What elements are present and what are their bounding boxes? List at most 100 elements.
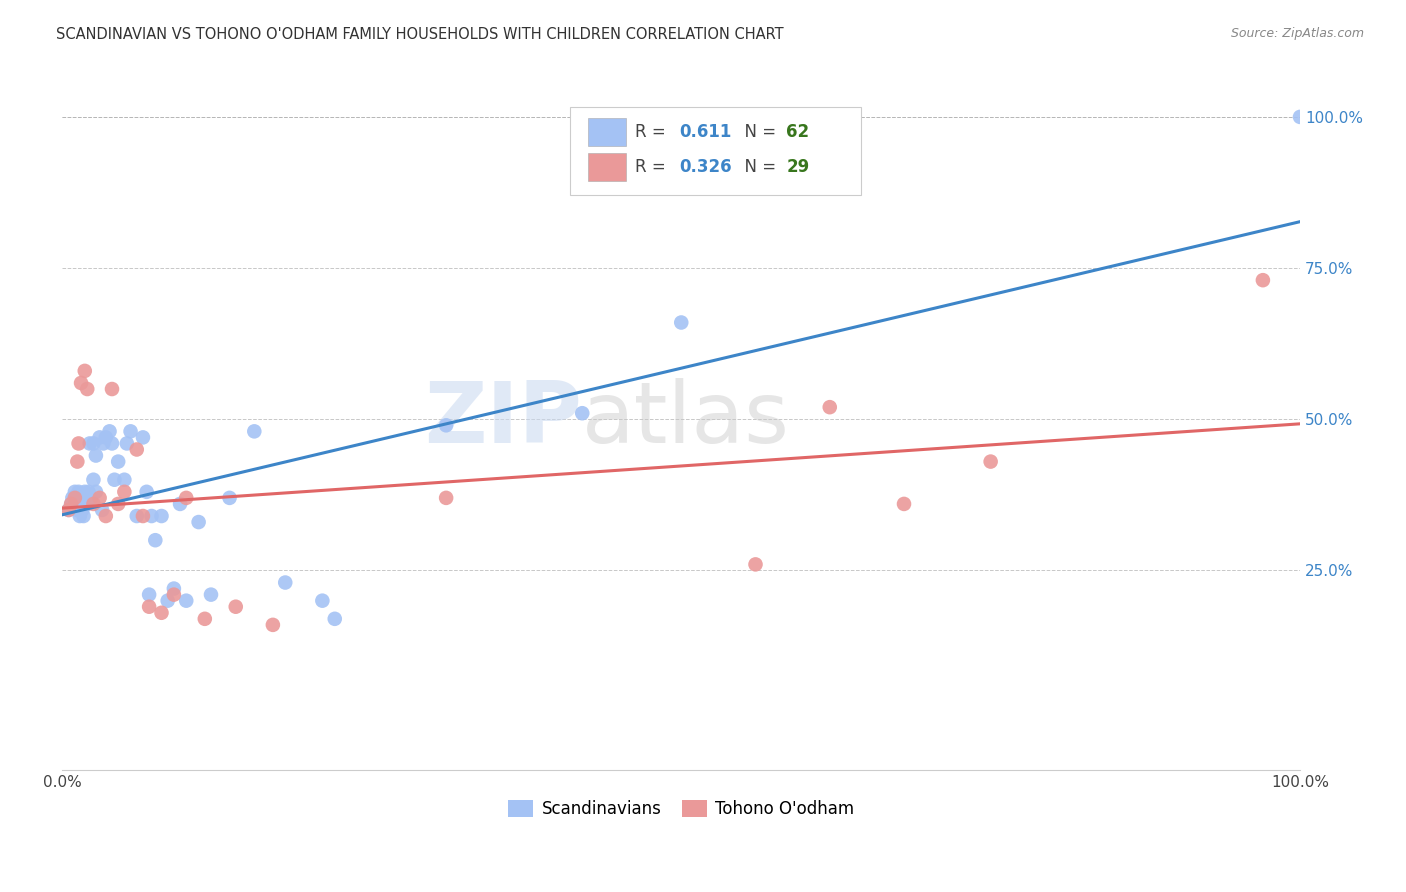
FancyBboxPatch shape	[569, 107, 860, 194]
Point	[94, 508, 117, 523]
Point	[893, 497, 915, 511]
Point	[262, 618, 284, 632]
Point	[84, 449, 107, 463]
Text: Source: ZipAtlas.com: Source: ZipAtlas.com	[1230, 27, 1364, 40]
Point	[76, 382, 98, 396]
Point	[243, 425, 266, 439]
Point	[67, 436, 90, 450]
Point	[63, 491, 86, 505]
Point	[744, 558, 766, 572]
Point	[103, 473, 125, 487]
Point	[84, 484, 107, 499]
Point	[67, 484, 90, 499]
Point	[101, 382, 124, 396]
Point	[132, 430, 155, 444]
Point	[323, 612, 346, 626]
Point	[101, 436, 124, 450]
Point	[91, 436, 114, 450]
Point	[274, 575, 297, 590]
Point	[571, 406, 593, 420]
Point	[169, 497, 191, 511]
Point	[138, 599, 160, 614]
Point	[77, 484, 100, 499]
Point	[1251, 273, 1274, 287]
Point	[66, 503, 89, 517]
Point	[187, 515, 209, 529]
Point	[70, 497, 93, 511]
Text: R =: R =	[636, 123, 672, 141]
Point	[79, 436, 101, 450]
Point	[112, 484, 135, 499]
Point	[63, 491, 86, 505]
Text: 62: 62	[786, 123, 810, 141]
Point	[76, 497, 98, 511]
FancyBboxPatch shape	[589, 153, 626, 181]
Point	[980, 454, 1002, 468]
Point	[62, 497, 84, 511]
Point	[434, 418, 457, 433]
Point	[82, 436, 104, 450]
Text: N =: N =	[734, 123, 782, 141]
Point	[200, 588, 222, 602]
Point	[63, 497, 86, 511]
Point	[163, 588, 186, 602]
Point	[82, 497, 104, 511]
Point	[72, 503, 94, 517]
Text: N =: N =	[734, 158, 782, 176]
Point	[174, 593, 197, 607]
Point	[80, 491, 103, 505]
Point	[150, 508, 173, 523]
Point	[115, 436, 138, 450]
Point	[67, 497, 90, 511]
Text: SCANDINAVIAN VS TOHONO O'ODHAM FAMILY HOUSEHOLDS WITH CHILDREN CORRELATION CHART: SCANDINAVIAN VS TOHONO O'ODHAM FAMILY HO…	[56, 27, 785, 42]
Point	[70, 491, 93, 505]
Point	[66, 491, 89, 505]
Point	[60, 491, 83, 505]
Legend: Scandinavians, Tohono O'odham: Scandinavians, Tohono O'odham	[502, 793, 860, 825]
Point	[60, 497, 83, 511]
Point	[73, 364, 96, 378]
Point	[818, 400, 841, 414]
Point	[120, 425, 142, 439]
Point	[107, 454, 129, 468]
Point	[434, 491, 457, 505]
Point	[72, 497, 94, 511]
Point	[112, 473, 135, 487]
Point	[143, 533, 166, 548]
Point	[76, 491, 98, 505]
Point	[156, 593, 179, 607]
Point	[70, 503, 93, 517]
Point	[91, 503, 114, 517]
Point	[218, 491, 240, 505]
Text: atlas: atlas	[582, 377, 790, 461]
Point	[1289, 110, 1312, 124]
Point	[150, 606, 173, 620]
Point	[125, 508, 148, 523]
Point	[174, 491, 197, 505]
Point	[141, 508, 163, 523]
Point	[138, 588, 160, 602]
Point	[89, 491, 111, 505]
Point	[107, 497, 129, 511]
Point	[225, 599, 247, 614]
Point	[94, 430, 117, 444]
Text: ZIP: ZIP	[425, 377, 582, 461]
Point	[58, 503, 80, 517]
Point	[60, 497, 83, 511]
Point	[63, 484, 86, 499]
Text: 29: 29	[786, 158, 810, 176]
Point	[671, 316, 693, 330]
Point	[311, 593, 333, 607]
Point	[82, 473, 104, 487]
Point	[69, 508, 91, 523]
Point	[73, 484, 96, 499]
Point	[194, 612, 217, 626]
Point	[132, 508, 155, 523]
Point	[58, 503, 80, 517]
Point	[72, 508, 94, 523]
Point	[66, 454, 89, 468]
Text: 0.611: 0.611	[679, 123, 731, 141]
Point	[135, 484, 157, 499]
Point	[89, 430, 111, 444]
Point	[70, 376, 93, 390]
